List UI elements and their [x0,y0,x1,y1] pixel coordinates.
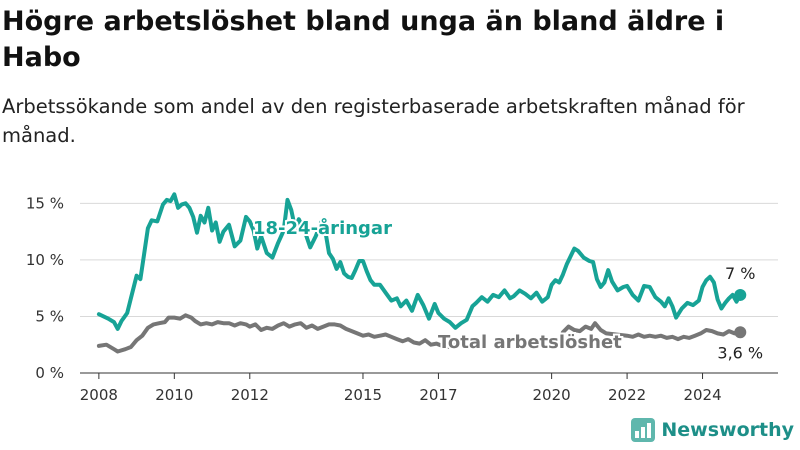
brand-name: Newsworthy [661,419,794,441]
chart-subtitle: Arbetssökande som andel av den registerb… [2,95,745,147]
series-end-marker-total [734,326,747,339]
y-tick-label: 15 % [26,194,64,212]
x-tick-label: 2010 [155,386,193,404]
x-tick-label: 2012 [231,386,269,404]
newsworthy-icon [631,418,656,442]
end-label-total: 3,6 % [717,343,763,362]
series-line-young [96,192,743,331]
x-tick-label: 2024 [683,386,721,404]
x-tick-label: 2020 [533,386,571,404]
end-label-young: 7 % [725,264,755,283]
y-tick-label: 0 % [35,364,64,382]
series-line-total [560,321,743,342]
series-line-total [96,313,456,354]
x-tick-label: 2015 [344,386,382,404]
series-label-total: Total arbetslöshet [438,332,622,353]
x-tick-label: 2008 [80,386,118,404]
chart-title: Högre arbetslöshet bland unga än bland ä… [2,6,725,73]
series-label-young: 18-24-åringar [253,217,392,239]
x-tick-label: 2017 [419,386,457,404]
x-tick-label: 2022 [608,386,646,404]
series-end-marker-young [734,288,747,301]
brand-logo: Newsworthy [631,418,794,442]
y-tick-label: 10 % [26,251,64,269]
y-tick-label: 5 % [35,307,64,325]
